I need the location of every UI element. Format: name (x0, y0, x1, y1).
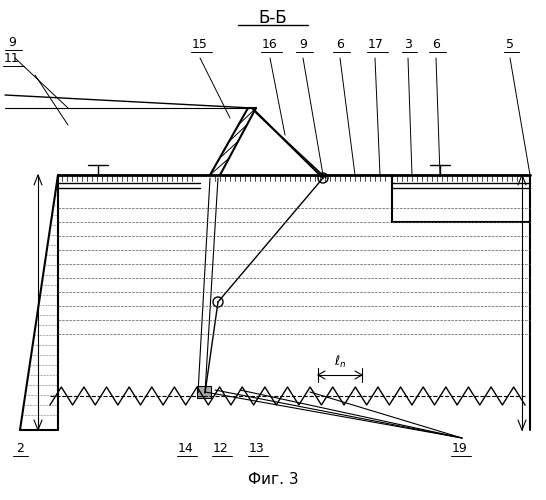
Text: $\ell_n$: $\ell_n$ (334, 354, 346, 370)
Text: 19: 19 (452, 442, 468, 454)
Text: 3: 3 (404, 38, 412, 51)
Text: 12: 12 (213, 442, 229, 454)
Bar (197, 386, 211, 398)
Text: 6: 6 (432, 38, 440, 51)
Text: 15: 15 (192, 38, 208, 51)
Text: 17: 17 (368, 38, 384, 51)
Text: 6: 6 (336, 38, 344, 51)
Text: Б-Б: Б-Б (259, 9, 287, 27)
Text: 9: 9 (8, 36, 16, 49)
Text: 2: 2 (16, 442, 24, 454)
Text: 14: 14 (178, 442, 194, 454)
Text: 16: 16 (262, 38, 278, 51)
Text: 13: 13 (249, 442, 265, 454)
Text: Фиг. 3: Фиг. 3 (248, 472, 298, 488)
Text: 9: 9 (299, 38, 307, 51)
Text: 11: 11 (4, 52, 20, 64)
Text: 5: 5 (506, 38, 514, 51)
